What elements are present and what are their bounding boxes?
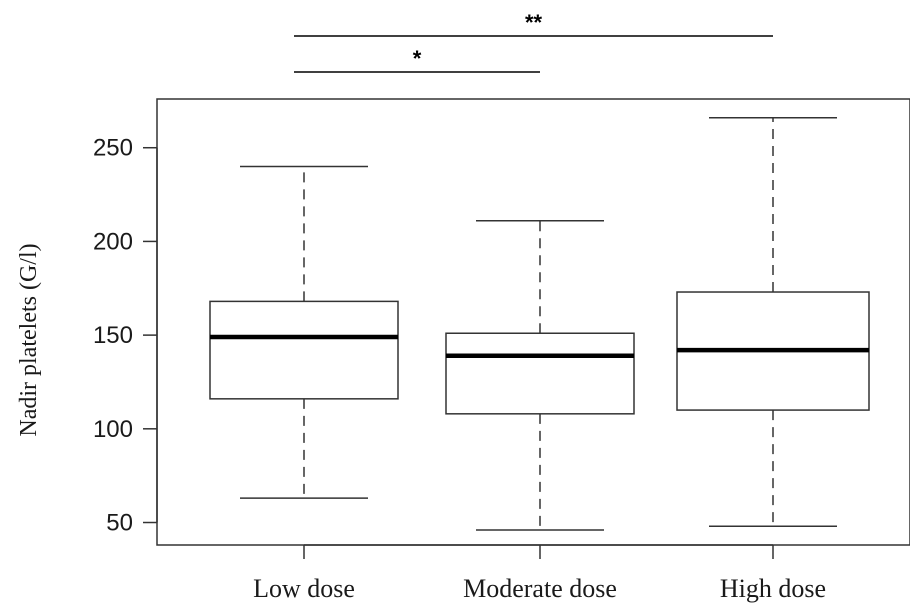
y-tick-label: 250 [93,135,133,162]
x-axis: Low dose Moderate dose High dose [253,544,826,603]
box-group [445,220,635,531]
x-tick-label: High dose [720,574,826,603]
y-axis: 50 100 150 200 250 [93,135,158,537]
box-group [209,165,399,499]
y-tick-label: 100 [93,416,133,443]
x-tick-label: Moderate dose [463,574,617,603]
y-tick-label: 200 [93,228,133,255]
x-tick-label: Low dose [253,574,355,603]
boxes [209,116,870,531]
y-tick-label: 150 [93,322,133,349]
iqr-box [209,300,399,400]
y-tick-label: 50 [106,510,133,537]
iqr-box [445,332,635,415]
significance-bracket: ** [294,10,773,37]
significance-label: * [413,46,422,71]
significance-bracket: * [294,46,540,73]
box-group [676,116,870,528]
significance-annotations: *** [294,10,773,73]
significance-label: ** [525,10,543,35]
y-axis-title: Nadir platelets (G/l) [16,243,42,436]
